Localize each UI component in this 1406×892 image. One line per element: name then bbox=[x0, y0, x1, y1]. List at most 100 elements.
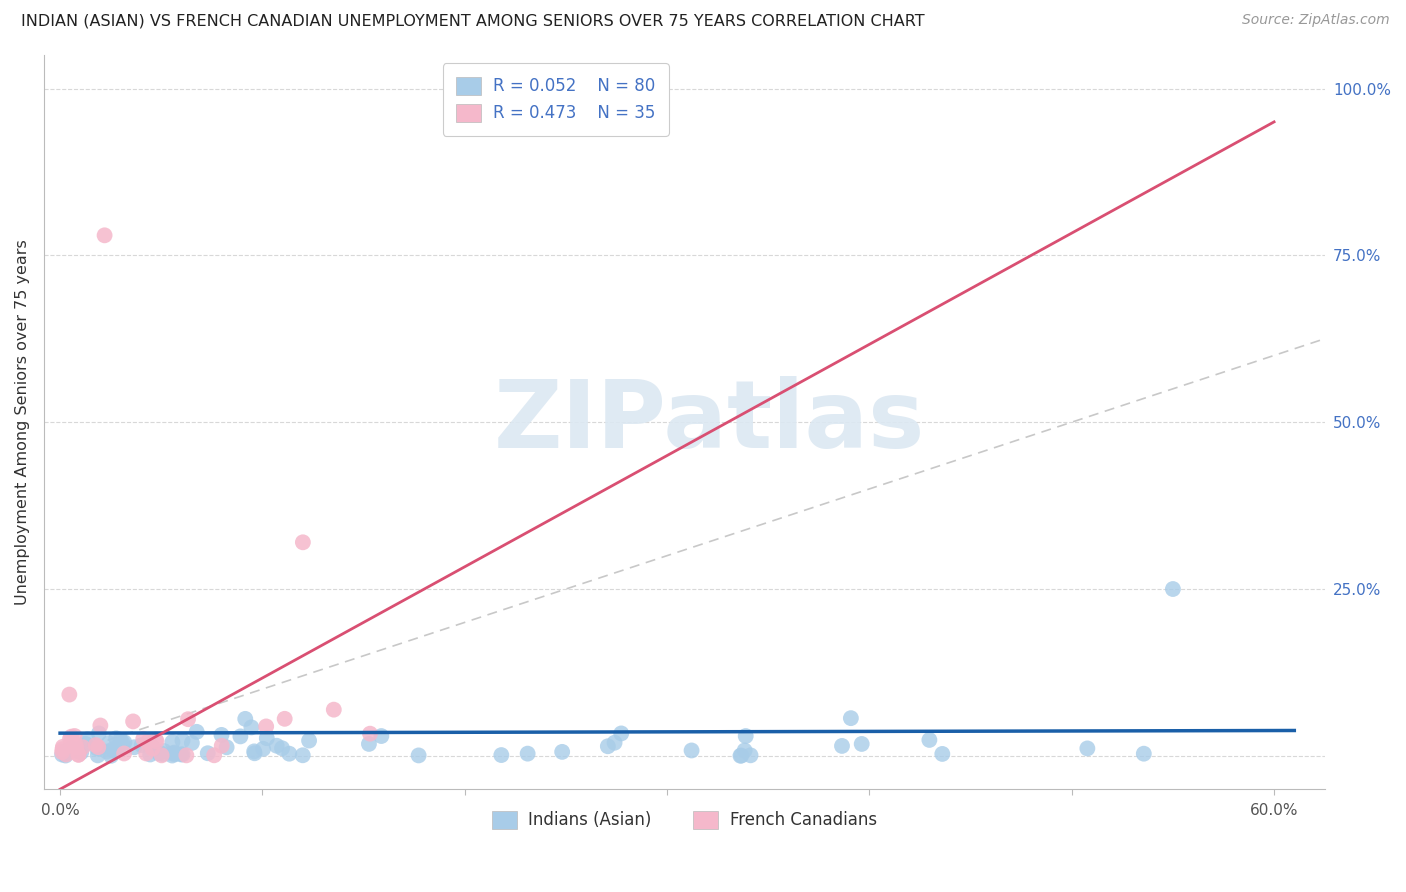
Point bbox=[172, 747, 194, 762]
Point bbox=[55, 744, 77, 758]
Point bbox=[105, 743, 128, 757]
Point bbox=[51, 742, 73, 756]
Point bbox=[831, 739, 853, 753]
Point bbox=[59, 731, 82, 746]
Point bbox=[408, 748, 430, 763]
Point bbox=[163, 746, 186, 760]
Point bbox=[110, 732, 132, 747]
Text: ZIPatlas: ZIPatlas bbox=[494, 376, 925, 468]
Point bbox=[87, 726, 110, 740]
Point bbox=[1076, 741, 1098, 756]
Point bbox=[152, 747, 174, 761]
Point bbox=[89, 718, 111, 732]
Point bbox=[139, 747, 162, 762]
Y-axis label: Unemployment Among Seniors over 75 years: Unemployment Among Seniors over 75 years bbox=[15, 239, 30, 605]
Point bbox=[610, 726, 633, 740]
Point bbox=[69, 744, 91, 758]
Point bbox=[87, 740, 110, 755]
Point bbox=[291, 535, 314, 549]
Point bbox=[112, 747, 135, 761]
Point bbox=[211, 728, 233, 742]
Point bbox=[58, 688, 80, 702]
Point bbox=[180, 736, 202, 750]
Point bbox=[730, 748, 752, 763]
Point bbox=[141, 741, 163, 756]
Point bbox=[67, 747, 90, 762]
Point bbox=[135, 747, 157, 761]
Point bbox=[87, 748, 110, 763]
Point bbox=[273, 712, 295, 726]
Point bbox=[1161, 582, 1184, 596]
Point bbox=[97, 736, 120, 750]
Point bbox=[516, 747, 538, 761]
Point bbox=[176, 748, 198, 763]
Point bbox=[150, 748, 173, 763]
Point bbox=[160, 748, 183, 763]
Point bbox=[132, 731, 155, 746]
Point bbox=[271, 741, 294, 756]
Point bbox=[551, 745, 574, 759]
Point bbox=[124, 740, 146, 755]
Point bbox=[359, 727, 381, 741]
Point bbox=[931, 747, 953, 761]
Point bbox=[681, 743, 703, 757]
Point bbox=[84, 738, 107, 752]
Point bbox=[162, 747, 184, 761]
Point bbox=[55, 746, 77, 760]
Point bbox=[370, 729, 392, 743]
Point bbox=[72, 740, 94, 755]
Point bbox=[254, 719, 277, 733]
Point bbox=[96, 745, 118, 759]
Point bbox=[60, 741, 83, 756]
Point bbox=[162, 735, 184, 749]
Point bbox=[100, 748, 122, 763]
Text: INDIAN (ASIAN) VS FRENCH CANADIAN UNEMPLOYMENT AMONG SENIORS OVER 75 YEARS CORRE: INDIAN (ASIAN) VS FRENCH CANADIAN UNEMPL… bbox=[21, 13, 925, 29]
Point bbox=[918, 733, 941, 747]
Point bbox=[291, 748, 314, 763]
Point bbox=[112, 735, 135, 749]
Point bbox=[256, 731, 278, 746]
Point bbox=[105, 731, 128, 746]
Point bbox=[596, 739, 619, 754]
Point bbox=[145, 734, 167, 748]
Point bbox=[148, 747, 170, 761]
Point bbox=[63, 729, 86, 743]
Point bbox=[93, 228, 115, 243]
Point bbox=[60, 739, 83, 753]
Point bbox=[76, 732, 98, 747]
Point bbox=[851, 737, 873, 751]
Point bbox=[136, 735, 159, 749]
Point bbox=[138, 738, 160, 752]
Point bbox=[357, 737, 380, 751]
Legend: Indians (Asian), French Canadians: Indians (Asian), French Canadians bbox=[485, 804, 884, 836]
Point bbox=[243, 744, 266, 758]
Point bbox=[75, 737, 97, 751]
Point bbox=[52, 739, 75, 754]
Point bbox=[240, 720, 263, 734]
Point bbox=[51, 745, 73, 759]
Point bbox=[111, 736, 134, 750]
Point bbox=[322, 703, 344, 717]
Point bbox=[603, 736, 626, 750]
Point bbox=[243, 746, 266, 760]
Point bbox=[215, 740, 238, 755]
Point bbox=[202, 748, 225, 763]
Text: Source: ZipAtlas.com: Source: ZipAtlas.com bbox=[1241, 13, 1389, 28]
Point bbox=[153, 744, 176, 758]
Point bbox=[1133, 747, 1156, 761]
Point bbox=[55, 747, 77, 762]
Point bbox=[131, 738, 153, 752]
Point bbox=[165, 747, 187, 761]
Point bbox=[55, 748, 77, 763]
Point bbox=[172, 733, 194, 747]
Point bbox=[491, 747, 513, 762]
Point bbox=[197, 746, 219, 760]
Point bbox=[67, 744, 90, 758]
Point bbox=[141, 739, 163, 754]
Point bbox=[86, 741, 108, 756]
Point bbox=[740, 748, 762, 763]
Point bbox=[104, 744, 127, 758]
Point bbox=[108, 739, 131, 753]
Point bbox=[67, 747, 90, 762]
Point bbox=[252, 742, 274, 756]
